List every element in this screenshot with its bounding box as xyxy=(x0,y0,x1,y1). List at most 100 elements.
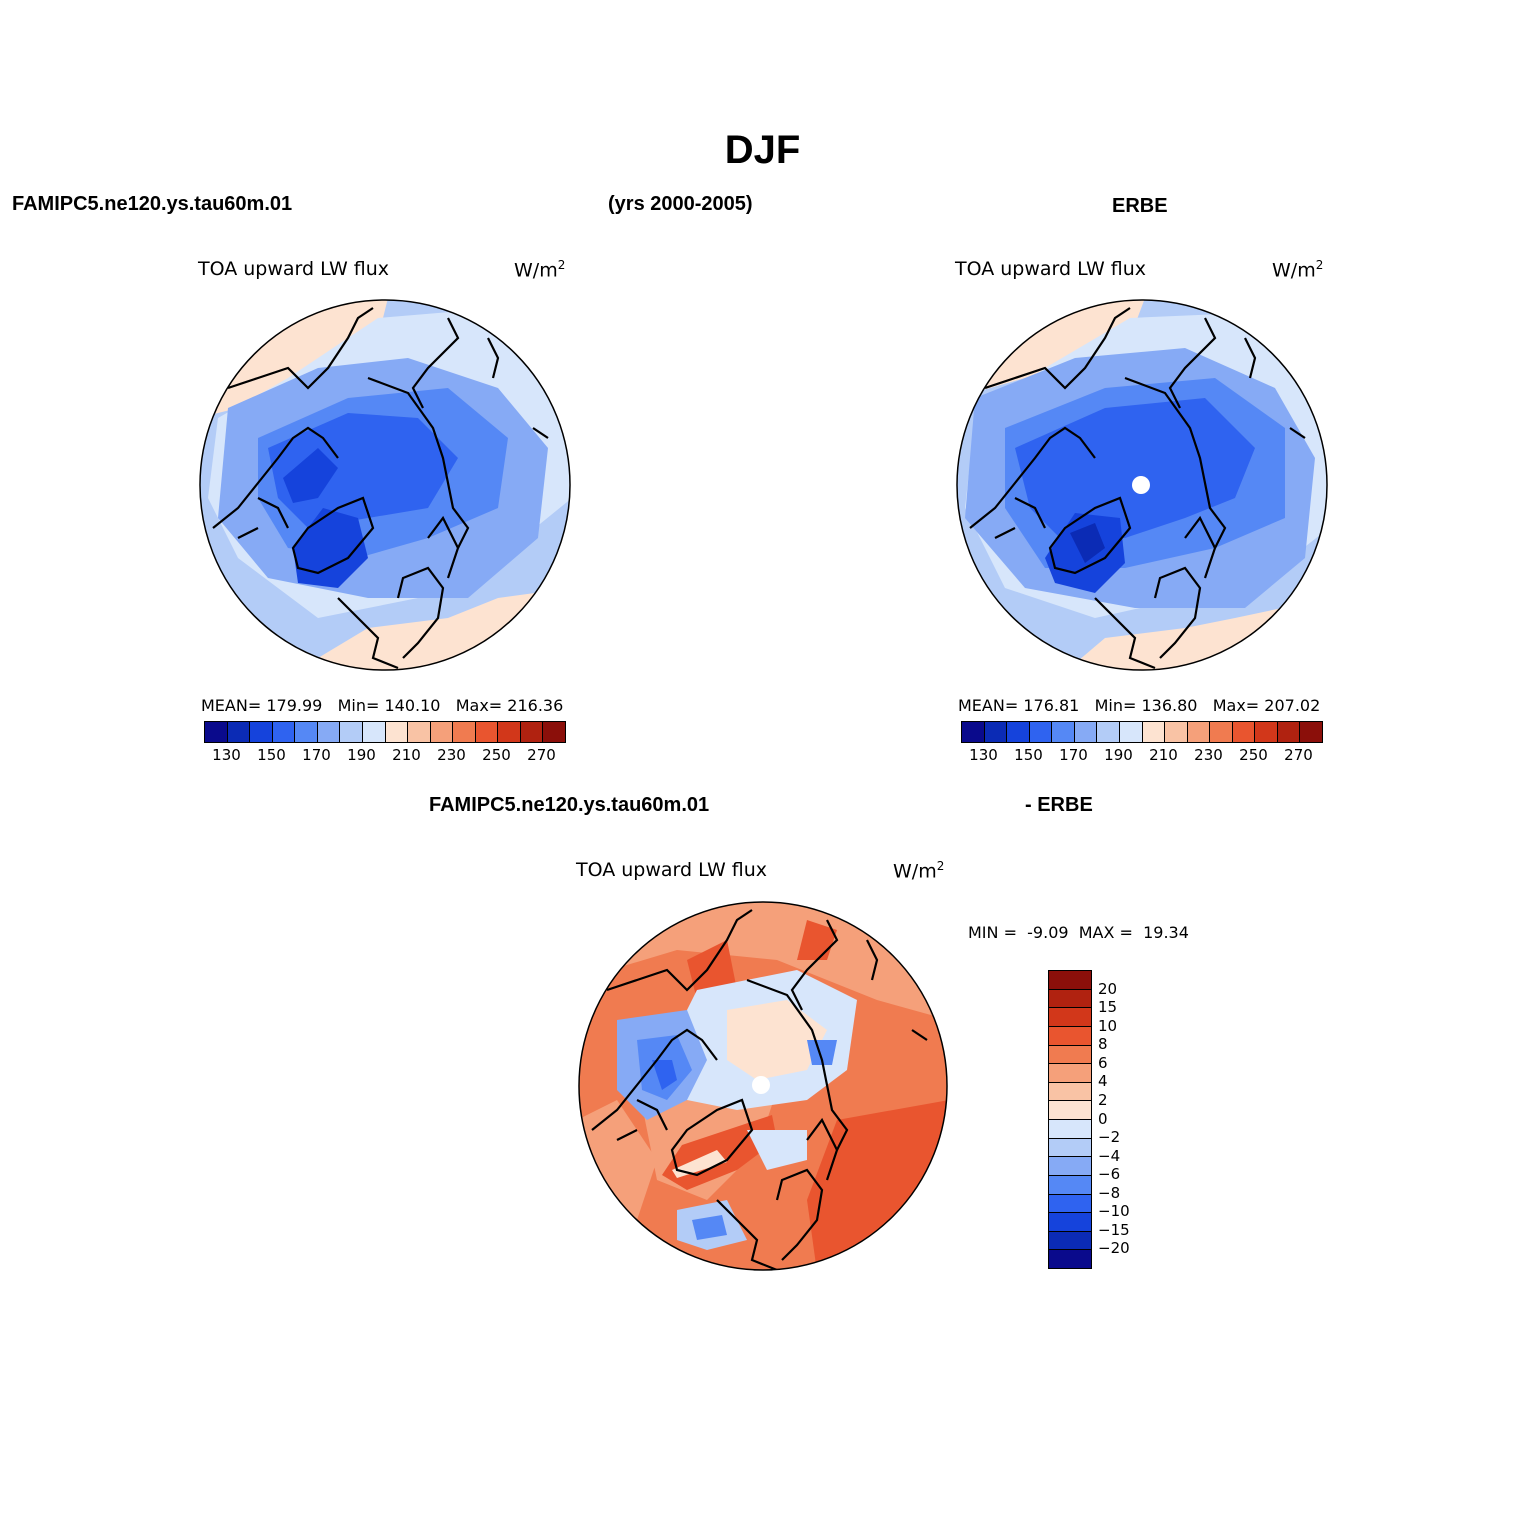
obs-colorbar xyxy=(961,721,1323,743)
colorbar-tick-label: 230 xyxy=(437,746,466,764)
colorbar-tick-label: 250 xyxy=(1239,746,1268,764)
colorbar-swatch xyxy=(1255,722,1278,742)
colorbar-tick-label: 6 xyxy=(1098,1053,1108,1072)
colorbar-swatch xyxy=(475,722,499,742)
colorbar-tick-label: 150 xyxy=(257,746,286,764)
colorbar-swatch xyxy=(1074,722,1098,742)
colorbar-swatch xyxy=(430,722,454,742)
colorbar-swatch xyxy=(1277,722,1301,742)
years-label: (yrs 2000-2005) xyxy=(608,193,753,215)
colorbar-swatch xyxy=(1049,1213,1091,1232)
colorbar-tick-label: 20 xyxy=(1098,979,1118,998)
model-name-label: FAMIPC5.ne120.ys.tau60m.01 xyxy=(12,193,293,215)
colorbar-swatch xyxy=(1029,722,1053,742)
colorbar-swatch xyxy=(543,722,565,742)
colorbar-swatch xyxy=(1049,1064,1091,1083)
colorbar-swatch xyxy=(1049,1120,1091,1139)
colorbar-swatch xyxy=(453,722,476,742)
colorbar-swatch xyxy=(1300,722,1322,742)
colorbar-swatch xyxy=(1232,722,1256,742)
colorbar-swatch xyxy=(1142,722,1166,742)
colorbar-tick-label: 170 xyxy=(302,746,331,764)
colorbar-swatch xyxy=(1049,1231,1091,1251)
colorbar-swatch xyxy=(1210,722,1233,742)
obs-units-label: W/m2 xyxy=(1272,258,1324,282)
model-variable-label: TOA upward LW flux xyxy=(198,258,390,280)
colorbar-tick-label: −4 xyxy=(1098,1146,1121,1165)
colorbar-swatch xyxy=(1052,722,1075,742)
colorbar-tick-label: 4 xyxy=(1098,1072,1108,1091)
diff-variable-label: TOA upward LW flux xyxy=(576,859,768,881)
colorbar-swatch xyxy=(408,722,431,742)
colorbar-tick-label: 170 xyxy=(1059,746,1088,764)
colorbar-tick-label: 0 xyxy=(1098,1109,1108,1128)
colorbar-swatch xyxy=(1049,971,1091,990)
colorbar-tick-label: 230 xyxy=(1194,746,1223,764)
obs-mean-value: 176.81 xyxy=(1023,696,1080,715)
colorbar-swatch xyxy=(1049,1194,1091,1214)
colorbar-swatch xyxy=(250,722,273,742)
colorbar-swatch xyxy=(1007,722,1030,742)
colorbar-swatch xyxy=(1119,722,1143,742)
obs-stats: MEAN= 176.81 Min= 136.80 Max= 207.02 xyxy=(958,696,1321,715)
colorbar-tick-label: 10 xyxy=(1098,1016,1118,1035)
colorbar-swatch xyxy=(1187,722,1211,742)
colorbar-tick-label: 2 xyxy=(1098,1090,1108,1109)
colorbar-tick-label: −10 xyxy=(1098,1202,1130,1221)
diff-min-value: -9.09 xyxy=(1027,923,1069,942)
diff-units-label: W/m2 xyxy=(893,859,945,883)
colorbar-swatch xyxy=(295,722,318,742)
colorbar-tick-label: 250 xyxy=(482,746,511,764)
colorbar-tick-label: 150 xyxy=(1014,746,1043,764)
colorbar-swatch xyxy=(1049,1101,1091,1120)
diff-max-value: 19.34 xyxy=(1143,923,1189,942)
colorbar-tick-label: −8 xyxy=(1098,1183,1121,1202)
model-polar-map xyxy=(199,299,571,671)
model-stats: MEAN= 179.99 Min= 140.10 Max= 216.36 xyxy=(201,696,564,715)
colorbar-swatch xyxy=(498,722,521,742)
colorbar-tick-label: 15 xyxy=(1098,998,1118,1017)
diff-colorbar xyxy=(1048,970,1092,1269)
colorbar-swatch xyxy=(1049,989,1091,1009)
obs-name-label: ERBE xyxy=(1112,195,1168,217)
model-units-label: W/m2 xyxy=(514,258,566,282)
colorbar-swatch xyxy=(340,722,363,742)
colorbar-swatch xyxy=(1097,722,1120,742)
obs-max-value: 207.02 xyxy=(1264,696,1321,715)
colorbar-tick-label: 210 xyxy=(392,746,421,764)
model-colorbar xyxy=(204,721,566,743)
colorbar-swatch xyxy=(962,722,985,742)
diff-obs-label: - ERBE xyxy=(1025,794,1093,816)
colorbar-swatch xyxy=(362,722,386,742)
diff-polar-map xyxy=(578,901,948,1271)
colorbar-swatch xyxy=(1049,1082,1091,1102)
figure-title: DJF xyxy=(724,128,801,172)
obs-min-value: 136.80 xyxy=(1141,696,1198,715)
colorbar-swatch xyxy=(1049,1026,1091,1046)
obs-variable-label: TOA upward LW flux xyxy=(955,258,1147,280)
diff-stats: MIN = -9.09 MAX = 19.34 xyxy=(968,923,1189,942)
colorbar-tick-label: 130 xyxy=(212,746,241,764)
obs-polar-map xyxy=(956,299,1328,671)
model-mean-value: 179.99 xyxy=(266,696,323,715)
colorbar-tick-label: 190 xyxy=(347,746,376,764)
colorbar-tick-label: −2 xyxy=(1098,1128,1121,1147)
colorbar-tick-label: 190 xyxy=(1104,746,1133,764)
colorbar-swatch xyxy=(1049,1250,1091,1268)
colorbar-swatch xyxy=(1049,1157,1091,1176)
colorbar-swatch xyxy=(385,722,409,742)
colorbar-tick-label: −20 xyxy=(1098,1239,1130,1258)
colorbar-swatch xyxy=(520,722,544,742)
colorbar-tick-label: 130 xyxy=(969,746,998,764)
colorbar-swatch xyxy=(1049,1175,1091,1195)
colorbar-tick-label: 270 xyxy=(527,746,556,764)
colorbar-swatch xyxy=(227,722,251,742)
colorbar-tick-label: −6 xyxy=(1098,1165,1121,1184)
colorbar-swatch xyxy=(984,722,1008,742)
colorbar-tick-label: 8 xyxy=(1098,1035,1108,1054)
colorbar-tick-label: −15 xyxy=(1098,1220,1130,1239)
colorbar-swatch xyxy=(205,722,228,742)
model-max-value: 216.36 xyxy=(507,696,564,715)
model-colorbar-ticks: 130 150 170 190 210 230 250 270 xyxy=(204,746,564,766)
colorbar-tick-label: 210 xyxy=(1149,746,1178,764)
